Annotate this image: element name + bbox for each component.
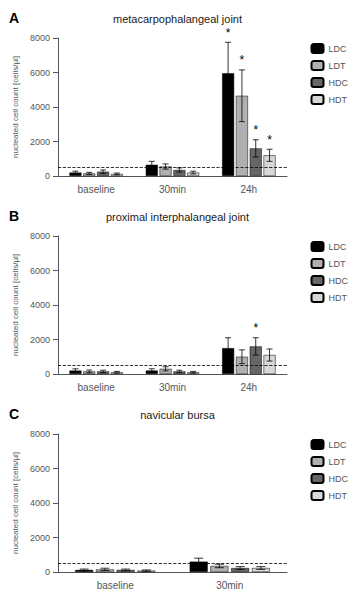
svg-text:8000: 8000: [30, 429, 50, 439]
svg-text:HDT: HDT: [329, 491, 348, 501]
svg-text:30min: 30min: [159, 184, 186, 195]
svg-text:*: *: [267, 133, 272, 147]
svg-text:6000: 6000: [30, 266, 50, 276]
svg-text:C: C: [9, 406, 19, 422]
svg-text:30min: 30min: [159, 382, 186, 393]
svg-text:HDC: HDC: [329, 276, 349, 286]
svg-text:HDT: HDT: [329, 293, 348, 303]
svg-text:*: *: [253, 321, 258, 335]
svg-text:navicular bursa: navicular bursa: [140, 409, 215, 421]
svg-text:HDC: HDC: [329, 78, 349, 88]
svg-text:A: A: [9, 10, 19, 26]
svg-text:4000: 4000: [30, 498, 50, 508]
svg-text:6000: 6000: [30, 464, 50, 474]
svg-text:30min: 30min: [216, 580, 243, 591]
svg-text:nucleated cell count [cells/µl: nucleated cell count [cells/µl]: [11, 56, 20, 158]
svg-text:LDT: LDT: [329, 61, 347, 71]
svg-text:8000: 8000: [30, 33, 50, 43]
svg-text:HDC: HDC: [329, 474, 349, 484]
svg-text:*: *: [253, 123, 258, 137]
svg-text:24h: 24h: [240, 184, 257, 195]
svg-text:LDC: LDC: [329, 440, 348, 450]
svg-text:4000: 4000: [30, 102, 50, 112]
svg-text:nucleated cell count [cells/µl: nucleated cell count [cells/µl]: [11, 254, 20, 356]
svg-text:metacarpophalangeal joint: metacarpophalangeal joint: [113, 13, 242, 25]
svg-text:0: 0: [45, 567, 50, 577]
svg-text:LDC: LDC: [329, 242, 348, 252]
svg-text:*: *: [226, 26, 231, 40]
svg-text:6000: 6000: [30, 68, 50, 78]
svg-text:2000: 2000: [30, 137, 50, 147]
svg-text:0: 0: [45, 369, 50, 379]
svg-text:proximal interphalangeal joint: proximal interphalangeal joint: [106, 211, 249, 223]
svg-text:baseline: baseline: [97, 580, 135, 591]
svg-text:HDT: HDT: [329, 95, 348, 105]
svg-text:0: 0: [45, 171, 50, 181]
svg-text:24h: 24h: [240, 382, 257, 393]
svg-text:2000: 2000: [30, 533, 50, 543]
svg-text:8000: 8000: [30, 231, 50, 241]
svg-text:B: B: [9, 208, 19, 224]
svg-text:baseline: baseline: [78, 184, 116, 195]
svg-text:baseline: baseline: [78, 382, 116, 393]
svg-text:2000: 2000: [30, 335, 50, 345]
svg-text:4000: 4000: [30, 300, 50, 310]
svg-text:LDT: LDT: [329, 457, 347, 467]
svg-text:LDC: LDC: [329, 44, 348, 54]
svg-text:LDT: LDT: [329, 259, 347, 269]
svg-text:*: *: [240, 53, 245, 67]
svg-text:nucleated cell count [cells/µl: nucleated cell count [cells/µl]: [11, 452, 20, 554]
